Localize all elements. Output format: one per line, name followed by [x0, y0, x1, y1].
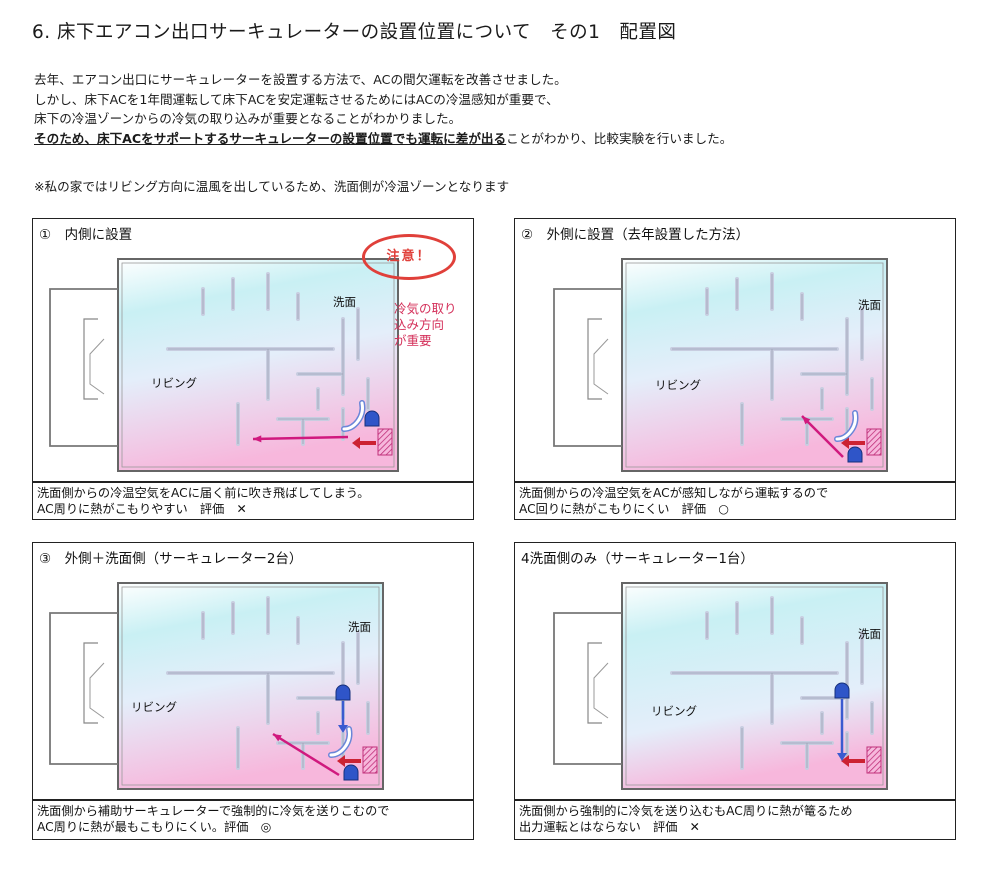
panel-1-caption: 洗面側からの冷温空気をACに届く前に吹き飛ばしてしまう。 AC周りに熱がこもりや… [32, 482, 474, 520]
red-note-line: が重要 [394, 333, 432, 348]
page-title: 6. 床下エアコン出口サーキュレーターの設置位置について その1 配置図 [32, 22, 677, 43]
inner-wall [121, 262, 395, 468]
label-washroom: 洗面 [348, 620, 371, 634]
caption-line: 出力運転とはならない 評価 ✕ [519, 820, 700, 834]
floor-plan-4 [553, 582, 888, 790]
red-note: 冷気の取り 込み方向 が重要 [394, 301, 457, 349]
vertical-airflow-arrowhead [338, 725, 348, 733]
entrance-step [89, 662, 105, 719]
airflow-arrowhead [273, 734, 282, 742]
outer-wall [621, 258, 888, 472]
caption-line: 洗面側からの冷温空気をACに届く前に吹き飛ばしてしまう。 [37, 486, 370, 500]
label-living: リビング [131, 700, 177, 714]
red-note-line: 込み方向 [394, 317, 445, 332]
panel-3-caption: 洗面側から補助サーキュレーターで強制的に冷気を送りこむので AC周りに熱が最もこ… [32, 800, 474, 840]
intro-line: 床下の冷温ゾーンからの冷気の取り込みが重要となることがわかりました。 [34, 111, 462, 126]
ac-outlet-arrowhead [337, 755, 345, 767]
label-washroom: 洗面 [858, 627, 881, 641]
circulator [364, 410, 380, 427]
airflow-arrow [272, 732, 340, 777]
inner-wall [625, 586, 884, 786]
panel-4: 4洗面側のみ（サーキュレーター1台） リビング 洗面 [514, 542, 956, 800]
curved-airflow-inner [329, 727, 351, 757]
entrance-step [83, 318, 98, 400]
intro-line: しかし、床下ACを1年間運転して床下ACを安定運転させるためにはACの冷温感知が… [34, 91, 559, 107]
entrance-step [593, 662, 609, 719]
entrance-wall [49, 612, 118, 765]
floor-plan-2 [553, 258, 888, 472]
panel-title: ② 外側に設置（去年設置した方法） [521, 227, 750, 243]
floor-plan-3 [49, 582, 384, 790]
airflow-arrow [252, 435, 349, 441]
air-conditioner [362, 746, 378, 774]
floor-plan-1 [49, 258, 399, 472]
curved-airflow-inner [835, 411, 857, 441]
note-text: ※私の家ではリビング方向に温風を出しているため、洗面側が冷温ゾーンとなります [34, 179, 510, 194]
air-conditioner [377, 428, 393, 456]
intro-line: そのため、床下ACをサポートするサーキュレーターの設置位置でも運転に差が出ること… [34, 129, 984, 149]
panel-title: ③ 外側＋洗面側（サーキュレーター2台） [39, 551, 303, 567]
panel-2: ② 外側に設置（去年設置した方法） リビング 洗面 [514, 218, 956, 482]
label-washroom: 洗面 [858, 298, 881, 312]
intro-line-rest: ことがわかり、比較実験を行いました。 [506, 130, 733, 146]
outer-wall [117, 582, 384, 790]
intro-emphasis: そのため、床下ACをサポートするサーキュレーターの設置位置でも運転に差が出る [34, 130, 507, 146]
circulator [343, 764, 359, 781]
caption-line: 洗面側から強制的に冷気を送り込むもAC周りに熱が篭るため [519, 804, 853, 818]
label-living: リビング [655, 378, 701, 392]
panel-2-caption: 洗面側からの冷温空気をACが感知しながら運転するので AC回りに熱がこもりにくい… [514, 482, 956, 520]
panel-1: ① 内側に設置 リビング 洗面 注意！ 冷気の取り 込み方向 が重要 [32, 218, 474, 482]
vertical-airflow-arrowhead [837, 753, 847, 761]
ac-outlet-arrowhead [841, 755, 849, 767]
entrance-step [587, 318, 602, 400]
airflow-arrow [801, 415, 844, 458]
inner-wall [625, 262, 884, 468]
caption-line: AC周りに熱がこもりやすい 評価 ✕ [37, 502, 247, 516]
ac-outlet-arrowhead [841, 437, 849, 449]
label-washroom: 洗面 [333, 295, 356, 309]
panel-title: 4洗面側のみ（サーキュレーター1台） [521, 551, 754, 567]
entrance-step [83, 642, 98, 724]
caption-line: AC回りに熱がこもりにくい 評価 ○ [519, 502, 729, 516]
intro-line: 去年、エアコン出口にサーキュレーターを設置する方法で、ACの間欠運転を改善させま… [34, 72, 567, 87]
airflow-arrowhead [253, 435, 262, 443]
airflow-arrowhead [802, 416, 811, 425]
outer-wall [117, 258, 399, 472]
circulator [335, 684, 351, 701]
circulator [834, 682, 850, 699]
panel-4-caption: 洗面側から強制的に冷気を送り込むもAC周りに熱が篭るため 出力運転とはならない … [514, 800, 956, 840]
outer-wall [621, 582, 888, 790]
entrance-step [593, 338, 609, 395]
entrance-step [89, 338, 105, 395]
ac-outlet-arrowhead [352, 437, 360, 449]
attention-badge: 注意！ [362, 234, 456, 280]
air-conditioner [866, 746, 882, 774]
intro-paragraph: 去年、エアコン出口にサーキュレーターを設置する方法で、ACの間欠運転を改善させま… [34, 70, 984, 148]
inner-wall [121, 586, 380, 786]
circulator [847, 446, 863, 463]
air-conditioner [866, 428, 882, 456]
label-living: リビング [151, 376, 197, 390]
entrance-step [587, 642, 602, 724]
entrance-wall [49, 288, 118, 447]
panel-3: ③ 外側＋洗面側（サーキュレーター2台） リビング 洗面 [32, 542, 474, 800]
caption-line: AC周りに熱が最もこもりにくい。評価 ◎ [37, 820, 272, 834]
label-living: リビング [651, 704, 697, 718]
caption-line: 洗面側から補助サーキュレーターで強制的に冷気を送りこむので [37, 804, 390, 818]
entrance-wall [553, 612, 622, 765]
temperature-zone [118, 259, 398, 471]
entrance-wall [553, 288, 622, 447]
caption-line: 洗面側からの冷温空気をACが感知しながら運転するので [519, 486, 829, 500]
red-note-line: 冷気の取り [394, 301, 457, 316]
panel-title: ① 内側に設置 [39, 227, 133, 243]
curved-airflow-inner [342, 401, 364, 431]
